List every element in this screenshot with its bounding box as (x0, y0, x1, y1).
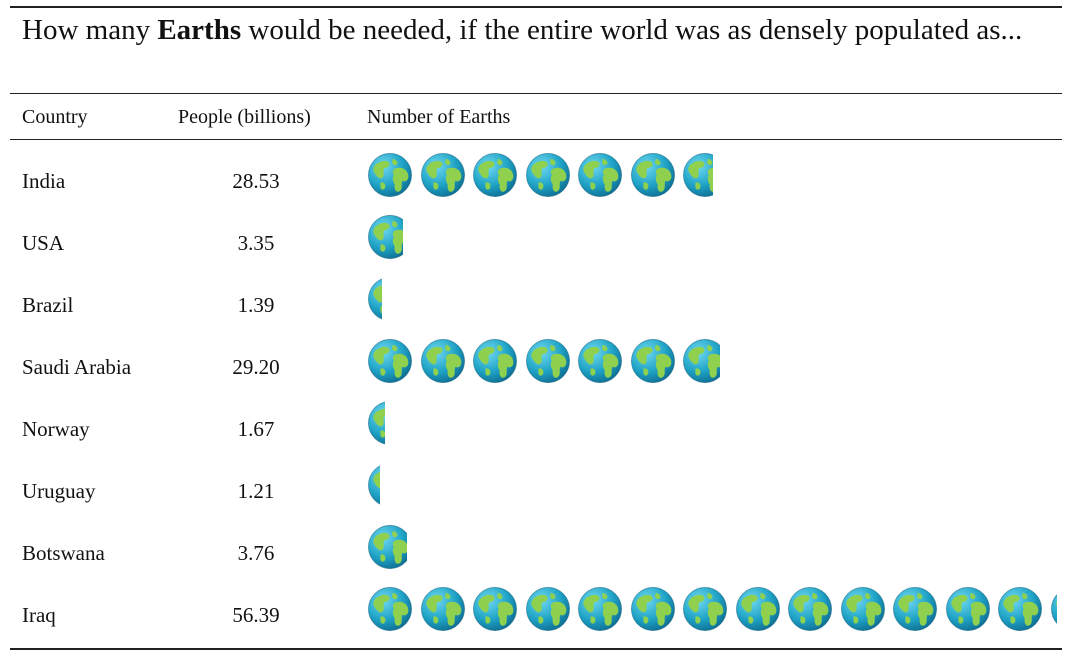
earth-globe-icon (577, 152, 623, 198)
table-row: Iraq 56.39 (0, 574, 1070, 636)
earth-globe-icon (420, 338, 466, 384)
column-header-people: People (billions) (178, 106, 311, 128)
table-row: USA 3.35 (0, 202, 1070, 264)
earth-globe-icon (367, 586, 413, 632)
table-bottom-rule (10, 648, 1062, 650)
table-row: India 28.53 (0, 140, 1070, 202)
earth-globe-icon (420, 586, 466, 632)
header-bottom-rule (10, 139, 1062, 140)
cell-people: 29.20 (232, 355, 280, 379)
earth-globe-icon (367, 524, 408, 570)
earth-globe-icon (1050, 586, 1058, 632)
earth-globe-icon (367, 152, 413, 198)
earth-globe-icon (525, 338, 571, 384)
earth-globe-icon (735, 586, 781, 632)
earth-globe-icon (367, 276, 382, 322)
caption-prefix: How many (22, 14, 158, 46)
earth-globe-icon (682, 586, 728, 632)
earth-globe-icon (682, 338, 720, 384)
earth-globe-icon (630, 152, 676, 198)
caption-suffix: would be needed, if the entire world was… (241, 14, 1023, 46)
cell-country: Iraq (22, 603, 56, 627)
table-top-rule (10, 6, 1062, 8)
cell-people: 56.39 (232, 603, 280, 627)
earth-globe-icon (472, 338, 518, 384)
earths-bar (367, 214, 403, 262)
table-caption: How many Earths would be needed, if the … (22, 10, 1042, 50)
earth-globe-icon (945, 586, 991, 632)
table-row: Saudi Arabia 29.20 (0, 326, 1070, 388)
earth-globe-icon (630, 586, 676, 632)
cell-people: 3.76 (237, 541, 275, 565)
earths-bar (367, 524, 408, 572)
cell-country: Saudi Arabia (22, 355, 132, 379)
header-top-rule (10, 93, 1062, 94)
table-row: Brazil 1.39 (0, 264, 1070, 326)
earth-globe-icon (577, 586, 623, 632)
earth-globe-icon (577, 338, 623, 384)
caption-emphasis: Earths (157, 14, 242, 46)
earths-bar (367, 152, 713, 200)
earth-globe-icon (997, 586, 1043, 632)
earth-globe-icon (367, 214, 403, 260)
table-row: Norway 1.67 (0, 388, 1070, 450)
earth-globe-icon (787, 586, 833, 632)
earth-globe-icon (472, 152, 518, 198)
table-row: Uruguay 1.21 (0, 450, 1070, 512)
cell-country: Norway (22, 417, 90, 441)
cell-country: India (22, 169, 66, 193)
earths-bar (367, 338, 720, 386)
earths-bar (367, 462, 380, 510)
cell-country: Uruguay (22, 479, 96, 503)
cell-country: Brazil (22, 293, 74, 317)
table-row: Botswana 3.76 (0, 512, 1070, 574)
earths-bar (367, 400, 385, 448)
earths-bar (367, 276, 382, 324)
earth-globe-icon (525, 152, 571, 198)
cell-people: 3.35 (237, 231, 275, 255)
earth-globe-icon (840, 586, 886, 632)
earth-globe-icon (630, 338, 676, 384)
earth-globe-icon (367, 400, 385, 446)
earth-globe-icon (472, 586, 518, 632)
earth-globe-icon (892, 586, 938, 632)
earths-bar (367, 586, 1058, 634)
column-header-earths: Number of Earths (367, 106, 511, 128)
cell-people: 1.39 (237, 293, 275, 317)
column-header-country: Country (22, 106, 88, 128)
earth-globe-icon (367, 462, 380, 508)
earth-globe-icon (420, 152, 466, 198)
cell-country: Botswana (22, 541, 105, 565)
cell-people: 1.67 (237, 417, 275, 441)
earth-globe-icon (367, 338, 413, 384)
earth-globe-icon (525, 586, 571, 632)
cell-people: 28.53 (232, 169, 280, 193)
cell-people: 1.21 (237, 479, 275, 503)
cell-country: USA (22, 231, 65, 255)
earth-globe-icon (682, 152, 713, 198)
